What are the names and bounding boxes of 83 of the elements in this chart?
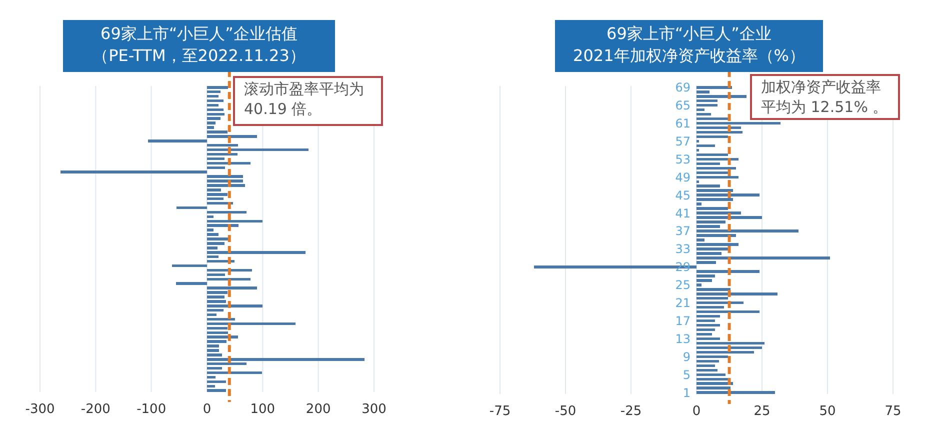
y-tick-label: 69 (675, 80, 690, 95)
bar (696, 171, 728, 174)
bar (696, 319, 715, 322)
chart-subtitle: （PE-TTM，至2022.11.23） (92, 45, 306, 67)
x-tick-label: -75 (489, 404, 511, 420)
bar (696, 94, 746, 98)
y-tick-label: 17 (675, 314, 690, 328)
y-tick-label: 25 (675, 278, 690, 292)
bar (207, 86, 228, 89)
bar (207, 144, 238, 147)
bar (696, 337, 720, 340)
bar (207, 313, 216, 316)
bar (172, 264, 207, 268)
x-tick-label: 300 (362, 402, 386, 418)
y-tick-label: 57 (675, 134, 690, 148)
bar (696, 360, 719, 363)
bar (207, 380, 226, 384)
x-tick-label: 25 (754, 404, 770, 420)
y-tick-label: 49 (675, 170, 690, 184)
bar (696, 364, 715, 368)
bar (696, 324, 720, 327)
y-tick-label: 37 (675, 224, 690, 238)
ref-line-label: 滚动市盈率平均为 40.19 倍。 (233, 76, 383, 126)
bar (207, 157, 224, 160)
ref-line-label: 加权净资产收益率平均为 12.51% 。 (750, 74, 900, 120)
x-tick-label: -50 (554, 404, 576, 420)
bar (207, 389, 226, 392)
bar (696, 122, 780, 125)
bar (696, 108, 704, 112)
bar (60, 170, 207, 174)
bar (207, 366, 222, 370)
bar (696, 373, 726, 376)
bar (696, 104, 718, 107)
bar (696, 292, 778, 296)
bar (696, 328, 715, 332)
y-tick-label: 21 (675, 296, 690, 310)
y-tick-label: 65 (675, 98, 690, 113)
bar (207, 166, 225, 170)
bar (696, 314, 720, 318)
bar (696, 162, 720, 166)
x-tick-label: 75 (884, 404, 902, 420)
y-tick-label: 1 (682, 386, 690, 400)
bar (696, 306, 724, 309)
x-tick-label: -100 (136, 402, 166, 418)
y-tick-label: 45 (675, 188, 690, 202)
bar (207, 326, 228, 330)
bar (696, 176, 738, 179)
bar (207, 112, 224, 116)
x-tick-label: 100 (250, 402, 276, 418)
y-tick-label: 53 (675, 152, 690, 166)
bar (207, 250, 306, 254)
y-tick-label: 41 (675, 206, 690, 220)
bar (696, 368, 718, 372)
y-tick-label: 61 (675, 116, 690, 130)
chart-title: 69家上市“小巨人”企业估值 (100, 23, 298, 45)
x-tick-label: 50 (819, 404, 836, 420)
bar (148, 140, 207, 142)
chart-subtitle: 2021年加权净资产收益率（%） (572, 45, 806, 67)
bar (176, 282, 207, 285)
x-tick-label: -300 (25, 402, 55, 418)
x-tick-label: 0 (692, 404, 701, 420)
bar (696, 382, 734, 386)
y-tick-label: 29 (675, 260, 690, 274)
bar (207, 220, 263, 223)
bar (207, 376, 216, 379)
x-tick-label: -200 (80, 402, 110, 418)
chart-title: 69家上市“小巨人”企业 (606, 23, 772, 45)
x-tick-label: 0 (202, 402, 212, 418)
bar (696, 112, 711, 116)
bar (696, 153, 728, 156)
bar (696, 135, 728, 138)
bar (207, 273, 225, 276)
bar (696, 117, 728, 120)
x-tick-label: -25 (620, 404, 642, 420)
bar (696, 144, 715, 148)
bar (176, 206, 207, 210)
y-tick-label: 13 (675, 332, 690, 346)
x-tick-label: 200 (306, 402, 331, 418)
bar (696, 342, 765, 345)
bar (696, 355, 728, 358)
y-tick-label: 9 (682, 350, 690, 364)
y-tick-label: 5 (682, 368, 690, 382)
y-tick-label: 33 (675, 242, 690, 256)
